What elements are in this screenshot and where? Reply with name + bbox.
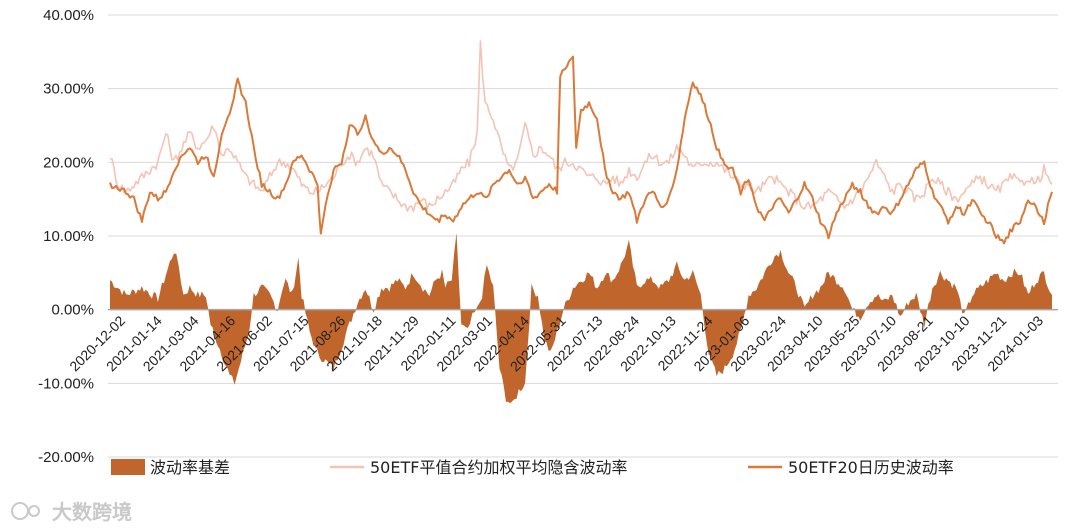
watermark: 大数跨境 (11, 500, 132, 524)
legend: 波动率基差 50ETF平值合约加权平均隐含波动率 50ETF20日历史波动率 (111, 458, 954, 477)
y-tick-label: 20.00% (43, 154, 94, 171)
gridlines (108, 14, 1058, 458)
legend-label-iv: 50ETF平值合约加权平均隐含波动率 (370, 458, 627, 477)
y-tick-label: -10.00% (38, 375, 94, 392)
series-line-implied-vol (109, 40, 1053, 212)
legend-label-basis: 波动率基差 (150, 458, 230, 477)
y-axis-ticks: 40.00% 30.00% 20.00% 10.00% 0.00% -10.00% -20.… (38, 7, 94, 466)
legend-swatch-basis (111, 459, 145, 475)
y-tick-label: 40.00% (43, 7, 94, 24)
watermark-text: 大数跨境 (52, 500, 132, 524)
y-tick-label: 30.00% (43, 81, 94, 98)
series-layer (108, 40, 1058, 404)
watermark-logo-icon (11, 502, 40, 520)
series-line-historical-vol (109, 55, 1053, 245)
y-tick-label: 0.00% (51, 302, 94, 319)
y-tick-label: 10.00% (43, 228, 94, 245)
series-area-volatility-basis (110, 232, 1052, 404)
legend-label-hv: 50ETF20日历史波动率 (788, 458, 954, 477)
y-tick-label: -20.00% (38, 449, 94, 466)
